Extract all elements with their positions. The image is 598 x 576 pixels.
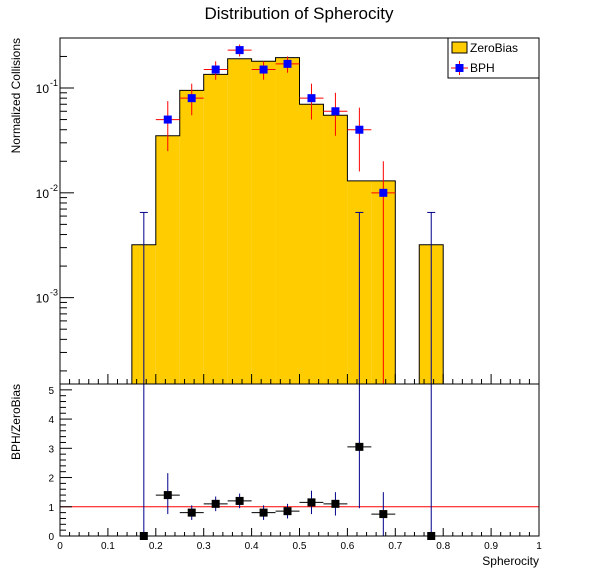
legend-zerobias-swatch: [451, 41, 468, 54]
ratio-point: [355, 442, 364, 451]
zerobias-bar: [275, 57, 300, 385]
x-tick-label: 0.2: [149, 541, 163, 552]
zerobias-bar: [251, 61, 276, 385]
y-tick-label: 4: [48, 415, 54, 426]
bph-point: [283, 59, 292, 68]
chart-title: Distribution of Spherocity: [205, 4, 394, 23]
upper-y-axis-label: Normalized Collisions: [9, 38, 23, 153]
bph-points: [155, 44, 396, 384]
y-tick-exponent: -3: [50, 288, 58, 298]
bph-point: [187, 94, 196, 103]
legend-bph-marker: [455, 64, 464, 72]
x-tick-label: 0.7: [388, 541, 402, 552]
x-tick-label: 0.3: [197, 541, 211, 552]
zerobias-bar: [179, 90, 204, 384]
zerobias-bar: [203, 74, 228, 384]
lower-panel: 0 1 2 3 4 5 0 0.1 0.2 0.3 0.4 0.5 0.6 0.7 0.8 0.9 1 BPH…: [9, 211, 542, 568]
y-tick-label: 3: [48, 444, 54, 455]
x-tick-label: 0.9: [484, 541, 498, 552]
bph-point: [379, 188, 388, 197]
zerobias-bar: [299, 104, 324, 384]
bph-point: [259, 65, 268, 74]
bph-point: [211, 65, 220, 74]
bph-point: [307, 94, 316, 103]
zerobias-bar: [323, 115, 348, 385]
bph-point: [355, 125, 364, 134]
ratio-point: [379, 510, 388, 519]
x-tick-label: 1: [536, 541, 542, 552]
zerobias-bar: [155, 135, 180, 384]
zerobias-bar: [227, 58, 252, 385]
legend: ZeroBias BPH: [447, 37, 540, 79]
lower-y-axis-label: BPH/ZeroBias: [9, 384, 23, 460]
y-tick-label: 10: [36, 82, 50, 96]
ratio-point: [259, 508, 268, 517]
y-tick-label: 0: [48, 532, 54, 543]
legend-bph-label: BPH: [470, 61, 495, 75]
x-tick-label: 0.6: [340, 541, 354, 552]
ratio-point: [163, 491, 172, 500]
y-tick-label: 10: [36, 292, 50, 306]
y-tick-exponent: -1: [50, 78, 58, 88]
legend-zerobias-label: ZeroBias: [470, 41, 518, 55]
x-tick-label: 0.1: [101, 541, 115, 552]
ratio-point: [283, 507, 292, 516]
x-axis-label: Spherocity: [482, 554, 539, 568]
y-tick-label: 2: [48, 474, 54, 485]
bph-point: [331, 107, 340, 116]
upper-x-ticks: [59, 374, 540, 384]
upper-y-tick-labels: 10-110-210-3: [36, 78, 58, 306]
ratio-point: [307, 498, 316, 507]
ratio-point: [187, 508, 196, 517]
x-tick-label: 0.8: [436, 541, 450, 552]
y-tick-exponent: -2: [50, 183, 58, 193]
x-tick-label: 0.4: [245, 541, 259, 552]
upper-panel: 10-110-210-3 Normalized Collisions: [9, 37, 540, 385]
upper-y-ticks: [60, 55, 74, 372]
x-tick-label: 0: [57, 541, 63, 552]
ratio-point: [331, 499, 340, 508]
zerobias-histogram: [131, 57, 444, 385]
bph-point: [235, 46, 244, 55]
y-tick-label: 1: [48, 503, 54, 514]
y-tick-label: 10: [36, 187, 50, 201]
y-tick-label: 5: [48, 386, 54, 397]
x-tick-label: 0.5: [293, 541, 307, 552]
bph-point: [163, 115, 172, 124]
lower-x-ticks: 0 0.1 0.2 0.3 0.4 0.5 0.6 0.7 0.8 0.9 1: [57, 528, 542, 552]
ratio-point: [235, 496, 244, 505]
lower-y-ticks: 0 1 2 3 4 5: [48, 386, 72, 543]
ratio-point: [211, 499, 220, 508]
